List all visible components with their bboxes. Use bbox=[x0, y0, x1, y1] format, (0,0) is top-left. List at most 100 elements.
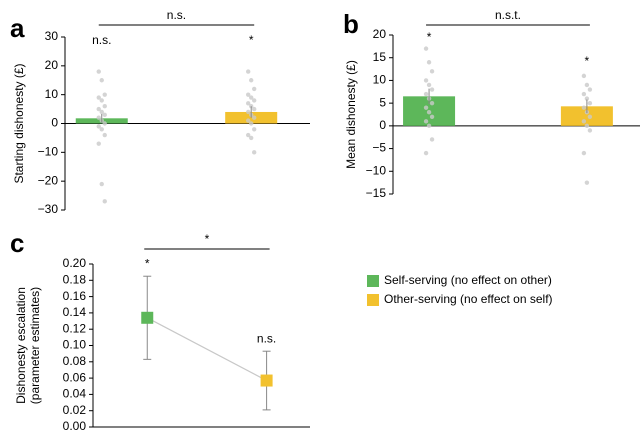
data-point bbox=[429, 87, 435, 92]
data-point bbox=[252, 106, 257, 112]
bar bbox=[225, 111, 278, 124]
y-axis-label: Dishonesty escalation bbox=[14, 287, 28, 404]
data-point bbox=[584, 82, 590, 88]
data-point bbox=[102, 112, 107, 118]
data-point bbox=[423, 105, 429, 110]
y-tick-label: 15 bbox=[373, 50, 387, 64]
bar bbox=[560, 106, 613, 126]
data-point bbox=[581, 73, 587, 79]
point-label: n.s. bbox=[257, 331, 276, 345]
panel-label: a bbox=[10, 13, 25, 43]
data-point bbox=[581, 105, 587, 110]
data-point bbox=[581, 91, 587, 97]
marker bbox=[260, 374, 273, 387]
data-point bbox=[99, 98, 104, 103]
y-tick-label: 0 bbox=[379, 118, 386, 132]
data-point bbox=[99, 181, 104, 187]
data-point bbox=[96, 124, 101, 129]
data-point bbox=[429, 69, 435, 74]
data-point bbox=[587, 128, 593, 133]
data-point bbox=[581, 119, 587, 124]
data-point bbox=[429, 137, 435, 142]
data-point bbox=[249, 78, 254, 83]
data-point bbox=[423, 91, 429, 97]
y-tick-label: 5 bbox=[379, 95, 386, 109]
data-point bbox=[96, 115, 101, 120]
y-tick-label: 0.06 bbox=[63, 370, 87, 384]
legend-swatch bbox=[367, 294, 379, 306]
data-point bbox=[252, 150, 257, 155]
data-point bbox=[96, 106, 101, 112]
data-point bbox=[584, 180, 590, 185]
y-tick-label: 0.16 bbox=[63, 289, 87, 303]
panel-label: c bbox=[10, 228, 24, 258]
y-tick-label: 30 bbox=[45, 29, 59, 43]
panel-label: b bbox=[343, 9, 359, 39]
y-tick-label: 0.10 bbox=[63, 338, 87, 352]
significance-label: * bbox=[205, 232, 210, 246]
data-point bbox=[423, 78, 429, 83]
significance-label: n.s.t. bbox=[495, 8, 521, 22]
y-tick-label: −30 bbox=[38, 202, 59, 216]
data-point bbox=[249, 135, 254, 141]
y-axis-label: Starting dishonesty (£) bbox=[12, 63, 26, 183]
point-label: n.s. bbox=[92, 33, 111, 47]
legend-label: Self-serving (no effect on other) bbox=[384, 273, 552, 287]
data-point bbox=[252, 127, 257, 132]
data-point bbox=[423, 46, 429, 51]
data-point bbox=[246, 69, 251, 74]
y-tick-label: −10 bbox=[38, 145, 59, 159]
data-point bbox=[99, 127, 104, 132]
data-point bbox=[96, 95, 101, 100]
data-point bbox=[426, 60, 432, 65]
data-point bbox=[99, 78, 104, 83]
y-tick-label: 10 bbox=[373, 73, 387, 87]
data-point bbox=[426, 82, 432, 88]
y-tick-label: 0.08 bbox=[63, 354, 87, 368]
data-point bbox=[246, 101, 251, 106]
data-point bbox=[96, 69, 101, 74]
data-point bbox=[252, 115, 257, 120]
data-point bbox=[246, 118, 251, 123]
data-point bbox=[246, 132, 251, 138]
y-tick-label: 10 bbox=[45, 87, 59, 101]
point-label: * bbox=[145, 256, 150, 270]
point-label: * bbox=[427, 30, 432, 44]
y-tick-label: −5 bbox=[372, 141, 386, 155]
y-tick-label: −10 bbox=[366, 163, 387, 177]
data-point bbox=[252, 98, 257, 103]
data-point bbox=[102, 104, 107, 109]
data-point bbox=[584, 96, 590, 101]
y-axis-label: (parameter estimates) bbox=[28, 287, 42, 404]
y-tick-label: 20 bbox=[45, 58, 59, 72]
data-point bbox=[102, 92, 107, 97]
data-point bbox=[581, 150, 587, 156]
marker bbox=[141, 311, 154, 324]
data-point bbox=[246, 109, 251, 115]
data-point bbox=[587, 100, 593, 106]
y-tick-label: 0.18 bbox=[63, 272, 87, 286]
y-tick-label: 0.02 bbox=[63, 403, 87, 417]
data-point bbox=[426, 110, 432, 115]
legend-label: Other-serving (no effect on self) bbox=[384, 292, 553, 306]
significance-label: n.s. bbox=[167, 8, 186, 22]
data-point bbox=[102, 132, 107, 138]
point-label: * bbox=[249, 33, 254, 47]
data-point bbox=[246, 92, 251, 97]
y-tick-label: 0.00 bbox=[63, 419, 87, 431]
y-tick-label: 0.12 bbox=[63, 321, 87, 335]
legend-swatch bbox=[367, 275, 379, 287]
data-point bbox=[423, 150, 429, 156]
data-point bbox=[587, 87, 593, 92]
y-tick-label: 0.04 bbox=[63, 387, 87, 401]
y-tick-label: 0.14 bbox=[63, 305, 87, 319]
data-point bbox=[587, 114, 593, 119]
y-tick-label: 20 bbox=[373, 27, 387, 41]
y-tick-label: −20 bbox=[38, 173, 59, 187]
y-tick-label: −15 bbox=[366, 186, 387, 200]
data-point bbox=[426, 123, 432, 129]
connecting-line bbox=[146, 317, 267, 382]
data-point bbox=[252, 86, 257, 92]
data-point bbox=[429, 114, 435, 119]
y-tick-label: 0 bbox=[51, 116, 58, 130]
